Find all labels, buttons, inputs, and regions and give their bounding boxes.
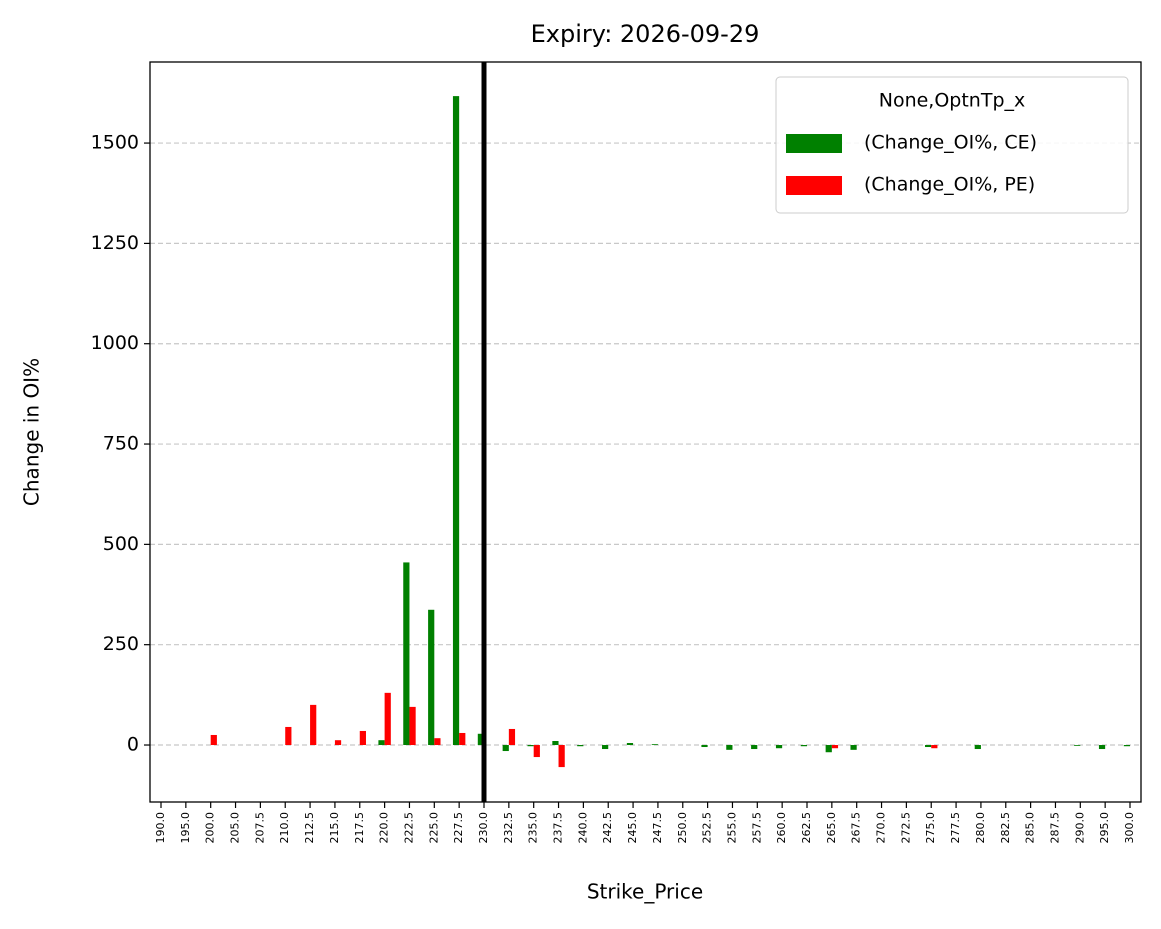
bar: [310, 704, 317, 746]
chart-title: Expiry: 2026-09-29: [531, 20, 760, 48]
x-tick-label: 245.0: [626, 812, 639, 844]
x-tick-label: 217.5: [353, 812, 366, 844]
bar: [751, 745, 758, 750]
bar: [1074, 745, 1081, 746]
x-tick-label: 272.5: [899, 812, 912, 844]
x-axis-label: Strike_Price: [587, 880, 703, 904]
x-tick-label: 295.0: [1098, 812, 1111, 844]
x-tick-label: 265.0: [825, 812, 838, 844]
x-tick-label: 200.0: [204, 812, 217, 844]
y-tick-label: 750: [103, 433, 139, 455]
plot-frame: [149, 61, 1142, 803]
x-tick-label: 277.5: [949, 812, 962, 844]
x-tick-label: 215.0: [328, 812, 341, 844]
bar: [931, 745, 938, 749]
bar: [701, 745, 708, 748]
x-tick-label: 255.0: [725, 812, 738, 844]
bar: [334, 740, 342, 746]
y-tick-label: 1500: [91, 132, 139, 154]
x-tick-label: 207.5: [253, 812, 266, 844]
x-tick-label: 257.5: [750, 812, 763, 844]
x-tick-label: 300.0: [1123, 812, 1136, 844]
x-tick-label: 262.5: [800, 812, 813, 844]
x-tick-label: 252.5: [701, 812, 714, 844]
bar: [602, 745, 609, 750]
bar: [384, 692, 391, 746]
x-tick-label: 240.0: [576, 812, 589, 844]
bar: [626, 743, 634, 746]
x-tick-label: 212.5: [303, 812, 316, 844]
y-tick-label: 250: [103, 633, 139, 655]
bar: [800, 745, 807, 747]
x-tick-label: 242.5: [601, 812, 614, 844]
x-tick-label: 270.0: [875, 812, 888, 844]
legend-label: (Change_OI%, PE): [864, 174, 1035, 196]
bar: [925, 745, 932, 748]
legend-swatch: [786, 176, 842, 195]
x-tick-label: 227.5: [452, 812, 465, 844]
x-tick-label: 230.0: [477, 812, 490, 844]
y-tick-label: 1000: [91, 332, 139, 354]
bar: [459, 732, 466, 746]
x-tick-label: 210.0: [278, 812, 291, 844]
x-tick-label: 285.0: [1024, 812, 1037, 844]
bar: [378, 740, 385, 746]
bar: [359, 730, 366, 746]
bar: [825, 745, 832, 753]
bar: [1098, 745, 1106, 750]
y-tick-label: 500: [103, 533, 139, 555]
x-tick-label: 280.0: [974, 812, 987, 844]
legend-label: (Change_OI%, CE): [864, 132, 1037, 154]
x-tick-label: 282.5: [999, 812, 1012, 844]
bar: [1123, 745, 1130, 747]
bar: [508, 728, 516, 746]
x-tick-label: 287.5: [1048, 812, 1061, 844]
bar: [552, 741, 559, 746]
x-tick-label: 235.0: [527, 812, 540, 844]
x-tick-label: 250.0: [676, 812, 689, 844]
bar: [428, 609, 435, 746]
legend-box: [775, 76, 1129, 214]
x-tick-label: 260.0: [775, 812, 788, 844]
bar: [651, 744, 658, 746]
x-tick-label: 232.5: [502, 812, 515, 844]
bar: [502, 745, 509, 752]
bar: [477, 733, 484, 746]
bar: [775, 745, 783, 749]
x-tick-label: 290.0: [1073, 812, 1086, 844]
x-tick-label: 247.5: [651, 812, 664, 844]
bar: [831, 745, 839, 749]
bar: [285, 726, 292, 746]
bar: [533, 745, 540, 758]
legend-swatch: [786, 134, 842, 153]
bar: [558, 745, 565, 768]
bar: [850, 745, 857, 750]
x-tick-label: 205.0: [229, 812, 242, 844]
bar: [210, 734, 217, 746]
bar: [434, 738, 441, 746]
y-tick-label: 1250: [91, 232, 139, 254]
bar: [974, 745, 981, 750]
y-tick-label: 0: [127, 734, 139, 756]
bar: [403, 562, 410, 746]
bar: [577, 745, 584, 747]
x-tick-label: 222.5: [402, 812, 415, 844]
bar: [527, 745, 534, 747]
x-tick-label: 267.5: [850, 812, 863, 844]
bar: [726, 745, 733, 750]
x-tick-label: 220.0: [378, 812, 391, 844]
x-tick-label: 237.5: [552, 812, 565, 844]
bar: [409, 706, 416, 746]
legend-title: None,OptnTp_x: [879, 90, 1026, 112]
x-tick-label: 275.0: [924, 812, 937, 844]
x-tick-label: 195.0: [179, 812, 192, 844]
y-axis-label: Change in OI%: [20, 358, 44, 506]
x-tick-label: 190.0: [154, 812, 167, 844]
bar: [452, 96, 460, 746]
x-tick-label: 225.0: [427, 812, 440, 844]
